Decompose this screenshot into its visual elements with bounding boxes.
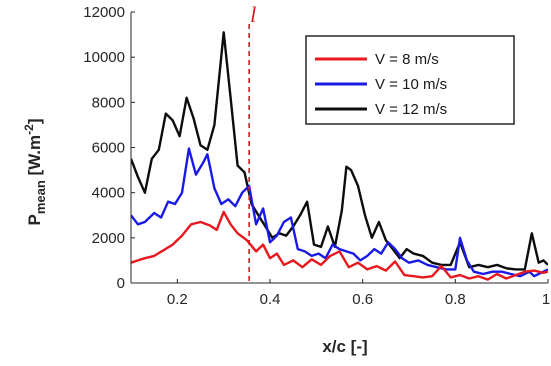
y-tick-label: 12000 [83, 4, 125, 21]
series-line-v12 [131, 31, 548, 271]
x-tick-label: 1 [542, 291, 550, 308]
legend-label-v8: V = 8 m/s [375, 51, 439, 68]
y-axis-title-unit-exponent: -2 [22, 124, 36, 135]
x-tick-label: 0.8 [445, 291, 466, 308]
x-tick-label: 0.4 [260, 291, 281, 308]
y-tick-label: 8000 [92, 94, 125, 111]
y-axis-title-unit: [W.m [25, 135, 44, 180]
y-axis-title-main: P [25, 214, 44, 225]
legend: V = 8 m/s V = 10 m/s V = 12 m/s [305, 35, 515, 125]
x-tick-label: 0.6 [352, 291, 373, 308]
x-tick-label: 0.2 [167, 291, 188, 308]
legend-label-v10: V = 10 m/s [375, 76, 447, 93]
series-line-v8 [131, 210, 548, 281]
y-tick-label: 2000 [92, 230, 125, 247]
annotation-label: l [250, 2, 256, 27]
plot-area: l [131, 2, 548, 283]
legend-label-v12: V = 12 m/s [375, 101, 447, 118]
series-line-v10 [131, 147, 548, 278]
y-tick-label: 10000 [83, 49, 125, 66]
x-axis-title: x/c [-] [322, 337, 367, 356]
axes: 0 2000 4000 6000 8000 10000 12000 0.2 0.4 0.6 0.8 1 [83, 4, 550, 308]
y-axis-title-subscript: mean [33, 180, 48, 214]
y-axis-title: Pmean [W.m-2] [22, 119, 48, 226]
y-tick-label: 6000 [92, 140, 125, 157]
y-tick-label: 4000 [92, 185, 125, 202]
y-axis-title-unit-close: ] [25, 119, 44, 125]
y-tick-label: 0 [117, 275, 125, 292]
